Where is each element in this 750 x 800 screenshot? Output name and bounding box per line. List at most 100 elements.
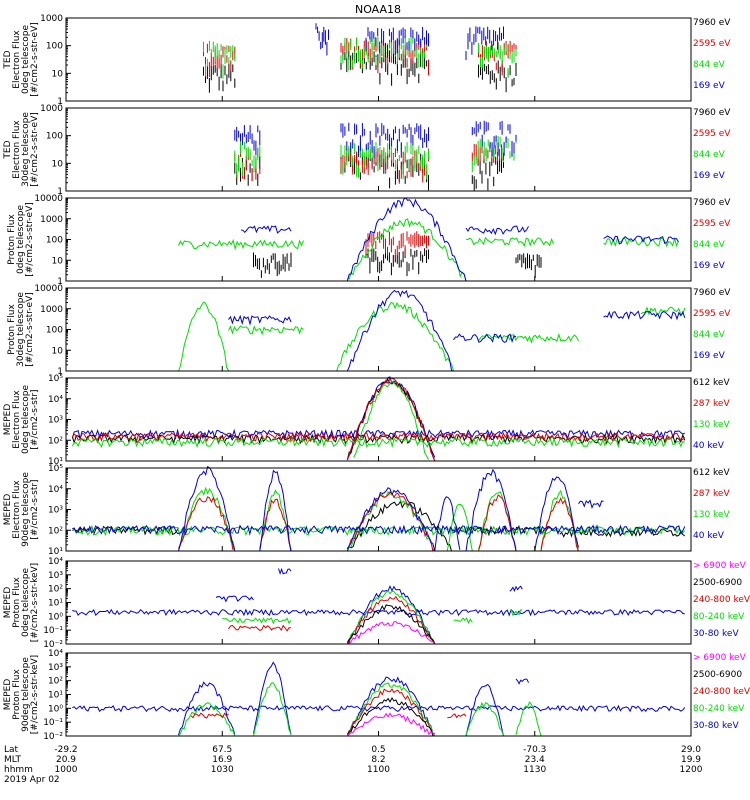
panel-7-series-3-line <box>228 624 291 632</box>
panel-1-legend-4: 169 eV <box>693 81 726 91</box>
panel-1-series-3-line <box>203 40 236 79</box>
panel-8-series-1-line <box>178 681 236 736</box>
panel-8-series-1-line <box>465 683 504 737</box>
panel-3-series-1-line <box>365 248 429 277</box>
panel-6-series-4-line <box>465 468 517 552</box>
panel-4-legend-4: 169 eV <box>693 351 726 361</box>
panel-7-ylabel-line-2: Proton Flux <box>12 577 22 628</box>
panel-2-ylabel-line-2: Electron Flux <box>12 120 22 179</box>
panel-5-series-1-line <box>346 376 436 461</box>
panel-4-series-1-line <box>228 325 304 336</box>
panel-5-ytick-label-0: 10¹ <box>48 457 63 467</box>
panel-1-ytick-label-0: 1 <box>57 97 63 107</box>
panel-6-ylabel-line-1: MEPED <box>3 494 13 526</box>
panel-3-legend-3: 844 eV <box>693 240 726 250</box>
panel-6-series <box>72 465 686 552</box>
panel-4-frame <box>65 287 692 372</box>
panel-5-ytick-label-1: 10² <box>48 436 63 446</box>
panel-6-legend-2: 287 keV <box>693 489 730 499</box>
x-row-label-hhmm: hhmm <box>4 765 33 775</box>
panel-4-legend-3: 844 eV <box>693 330 726 340</box>
panel-1: 1 10 100 1000 TED Electron Flux 0deg telescope… <box>3 14 731 107</box>
panel-2-series-4-line <box>471 120 517 157</box>
panel-5-ylabel-line-4: [#/cm2-s-str] <box>30 389 40 449</box>
panel-5-series-4-line <box>71 437 685 449</box>
panel-5-series-1-line <box>71 428 686 441</box>
panel-5-legend-1: 612 keV <box>693 378 730 388</box>
panel-1-series <box>203 23 517 93</box>
panel-4-ytick-label-3: 1000 <box>40 305 63 315</box>
panel-4-ytick-label-0: 1 <box>57 367 63 377</box>
panel-5-ytick-label-4: 10⁵ <box>48 374 63 384</box>
panel-3-series-1-line <box>515 253 542 278</box>
x-tick-time-2: 1100 <box>367 765 390 775</box>
panel-5-ylabel-line-1: MEPED <box>3 404 13 436</box>
panel-2-ytick-label-1: 10 <box>52 159 64 169</box>
panel-8-legend-5: 30-80 keV <box>693 721 739 731</box>
panel-6-series-4-line <box>578 499 604 509</box>
panel-4-series-1-line <box>334 301 454 372</box>
panel-3-series-4-line <box>346 197 467 282</box>
panel-5-frame <box>65 377 692 462</box>
panel-6-ylabel-line-3: 90deg telescope <box>21 472 31 547</box>
panel-8-series-1-line <box>253 661 292 735</box>
panel-1-frame <box>65 17 692 102</box>
x-tick-time-0: 1000 <box>55 765 78 775</box>
panel-3-series-3-line <box>347 218 467 282</box>
panel-7-series-2-line <box>346 590 436 645</box>
panel-3-series-4-line <box>240 225 292 234</box>
panel-8-ytick-label-5: 10³ <box>48 663 63 673</box>
panel-3-series <box>178 197 679 282</box>
panel-5-ylabel-line-3: 0deg telescope <box>21 385 31 455</box>
panel-1-legend-3: 844 eV <box>693 60 726 70</box>
panel-2-ytick-label-3: 1000 <box>40 104 63 114</box>
panel-1-ylabel-line-2: Electron Flux <box>12 30 22 89</box>
panel-7-series-5-line <box>347 620 436 645</box>
panel-1-series-4-line <box>365 27 429 58</box>
panel-8-series-3-line <box>190 712 229 719</box>
panel-6-series-2-line <box>446 503 473 552</box>
panel-5-ytick-label-3: 10⁴ <box>48 395 63 405</box>
panel-2-frame <box>65 107 692 192</box>
panel-6-ylabel-line-4: [#/cm2-s-str] <box>30 479 40 539</box>
panel-1-legend-1: 7960 eV <box>693 18 731 28</box>
panel-8-ylabel-line-1: MEPED <box>3 679 13 711</box>
panel-1-ylabel-line-4: [#/cm2-s-str-eV] <box>30 22 40 97</box>
panel-4-series-2-line <box>228 314 292 326</box>
panel-2-series-3-line <box>234 141 261 177</box>
panel-8-ytick-label-6: 10⁴ <box>48 649 63 659</box>
panel-3-legend-2: 2595 eV <box>693 219 731 229</box>
panel-5-series <box>71 376 686 462</box>
panel-6-series-3-line <box>346 491 436 552</box>
panel-7-series-2-line <box>453 617 473 625</box>
panel-4-ylabel-line-3: [#/cm2-s-str-eV] <box>25 292 35 367</box>
panel-5-ylabel-line-2: Electron Flux <box>12 390 22 449</box>
panel-2-series-1-line <box>471 156 504 191</box>
x-tick-mlt-2: 8.2 <box>371 755 385 765</box>
x-tick-lat-4: 29.0 <box>681 745 701 755</box>
panel-7-series-1-line <box>278 567 292 575</box>
panel-7-ytick-label-0: 10⁻² <box>43 640 63 650</box>
panel-3-series-3-line <box>603 236 679 248</box>
panel-4-series-2-line <box>346 289 454 372</box>
panel-8: 10⁻² 10⁻¹ 10⁰ 10¹ 10² 10³ 10⁴ MEPED Proton Flux 9… <box>3 649 750 742</box>
figure-title: NOAA18 <box>355 3 401 16</box>
panel-1-series-1-line <box>478 60 517 93</box>
panel-7-ytick-label-4: 10² <box>48 585 63 595</box>
panel-3-series-4-line <box>603 235 679 245</box>
panel-2: 1 10 100 1000 TED Electron Flux 30deg telescop… <box>3 104 731 197</box>
x-tick-time-3: 1130 <box>523 765 546 775</box>
panel-6-ytick-label-0: 10¹ <box>48 547 63 557</box>
panel-6-ytick-label-4: 10⁵ <box>48 464 63 474</box>
panel-1-series-4-line <box>465 26 504 61</box>
panel-1-series-2-line <box>203 43 236 77</box>
panel-8-series-1-line <box>347 676 436 737</box>
panel-8-series <box>72 661 686 737</box>
panel-2-ylabel-line-1: TED <box>3 140 13 159</box>
panel-1-ytick-label-2: 100 <box>46 42 63 52</box>
panel-7-series-2-line <box>222 617 292 625</box>
panel-7-series-1-line <box>509 585 523 592</box>
